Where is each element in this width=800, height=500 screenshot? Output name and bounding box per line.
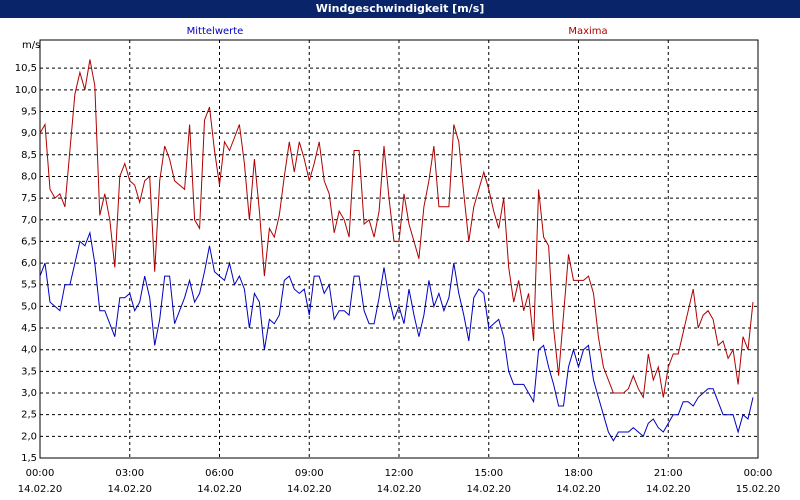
y-tick-label: 7,0	[21, 215, 37, 226]
y-tick-label: 4,5	[21, 323, 37, 334]
y-tick-label: 4,0	[21, 345, 37, 356]
x-tick-date: 14.02.20	[18, 484, 63, 495]
x-tick-date: 14.02.20	[646, 484, 691, 495]
x-tick-date: 14.02.20	[197, 484, 242, 495]
y-tick-label: 2,0	[21, 431, 37, 442]
y-tick-label: 3,5	[21, 366, 37, 377]
data-line	[39, 230, 754, 442]
y-tick-label: 1,5	[21, 453, 37, 464]
legend-label: Maxima	[568, 26, 607, 37]
x-tick-label: 12:00	[385, 468, 414, 479]
x-tick-label: 00:00	[26, 468, 55, 479]
y-tick-label: 3,0	[21, 388, 37, 399]
y-tick-label: 7,5	[21, 193, 37, 204]
x-tick-date: 14.02.20	[107, 484, 152, 495]
y-tick-label: 5,0	[21, 301, 37, 312]
data-line	[39, 59, 754, 399]
title-bar	[0, 0, 800, 18]
x-tick-label: 06:00	[205, 468, 234, 479]
y-tick-label: 9,0	[21, 128, 37, 139]
x-tick-date: 14.02.20	[466, 484, 511, 495]
y-tick-label: 6,5	[21, 236, 37, 247]
y-tick-label: 10,0	[15, 85, 37, 96]
x-tick-date: 14.02.20	[287, 484, 332, 495]
y-tick-label: 10,5	[15, 63, 37, 74]
y-tick-label: 6,0	[21, 258, 37, 269]
x-tick-label: 00:00	[744, 468, 773, 479]
y-tick-label: 9,5	[21, 106, 37, 117]
y-tick-label: 5,5	[21, 280, 37, 291]
y-tick-label: 8,0	[21, 171, 37, 182]
x-tick-label: 03:00	[115, 468, 144, 479]
chart-title: Windgeschwindigkeit [m/s]	[316, 2, 485, 15]
y-axis-label: m/s	[22, 40, 40, 51]
x-tick-label: 15:00	[474, 468, 503, 479]
x-tick-label: 21:00	[654, 468, 683, 479]
x-tick-date: 14.02.20	[377, 484, 422, 495]
x-tick-label: 18:00	[564, 468, 593, 479]
legend-label: Mittelwerte	[187, 26, 244, 37]
x-tick-date: 14.02.20	[556, 484, 601, 495]
x-tick-date: 15.02.20	[736, 484, 781, 495]
x-tick-label: 09:00	[295, 468, 324, 479]
y-tick-label: 2,5	[21, 410, 37, 421]
y-tick-label: 8,5	[21, 150, 37, 161]
